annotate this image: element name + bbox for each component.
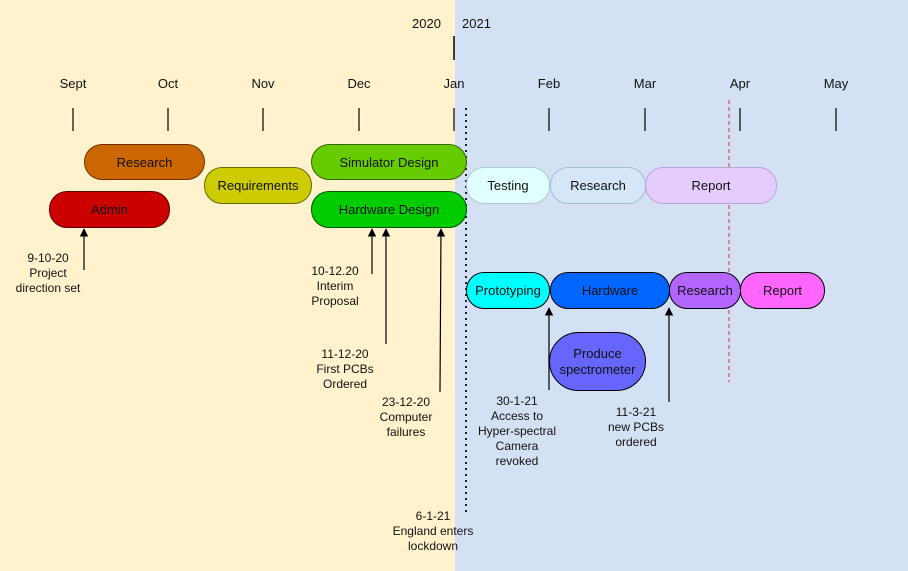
month-label-apr: Apr xyxy=(729,76,751,91)
year-label-2021: 2021 xyxy=(462,16,491,31)
task-prototyping: Prototyping xyxy=(466,272,550,309)
month-label-dec: Dec xyxy=(347,76,371,91)
event-note-camera-revoked: 30-1-21 Access to Hyper-spectral Camera … xyxy=(477,394,557,468)
task-requirements: Requirements xyxy=(204,167,312,204)
month-label-feb: Feb xyxy=(537,76,561,91)
event-note-new-pcbs: 11-3-21 new PCBs ordered xyxy=(607,405,665,449)
event-arrows xyxy=(79,228,674,402)
task-hardware: Hardware xyxy=(550,272,670,309)
month-ticks xyxy=(72,108,837,131)
task-research-2020: Research xyxy=(84,144,205,180)
month-label-nov: Nov xyxy=(251,76,275,91)
task-hardware-design: Hardware Design xyxy=(311,191,467,228)
task-report-planned: Report xyxy=(645,167,777,204)
year-2020-background xyxy=(0,0,455,571)
task-research-actual: Research xyxy=(669,272,741,309)
month-label-mar: Mar xyxy=(633,76,657,91)
event-note-project-direction: 9-10-20 Project direction set xyxy=(15,251,81,295)
task-research-planned: Research xyxy=(550,167,646,204)
month-label-may: May xyxy=(823,76,849,91)
event-note-first-pcbs: 11-12-20 First PCBs Ordered xyxy=(316,347,374,391)
task-admin: Admin xyxy=(49,191,170,228)
event-note-england-lockdown: 6-1-21 England enters lockdown xyxy=(392,509,474,553)
month-label-oct: Oct xyxy=(157,76,179,91)
task-testing-planned: Testing xyxy=(466,167,550,204)
task-simulator-design: Simulator Design xyxy=(311,144,467,180)
year-label-2020: 2020 xyxy=(412,16,441,31)
task-report-actual: Report xyxy=(740,272,825,309)
event-note-interim-proposal: 10-12.20 Interim Proposal xyxy=(311,264,359,308)
month-label-jan: Jan xyxy=(443,76,465,91)
task-produce-spectrometer: Produce spectrometer xyxy=(549,332,646,391)
spectrometer-label: Produce spectrometer xyxy=(559,345,636,377)
month-label-sept: Sept xyxy=(59,76,87,91)
event-note-computer-failures: 23-12-20 Computer failures xyxy=(379,395,433,439)
